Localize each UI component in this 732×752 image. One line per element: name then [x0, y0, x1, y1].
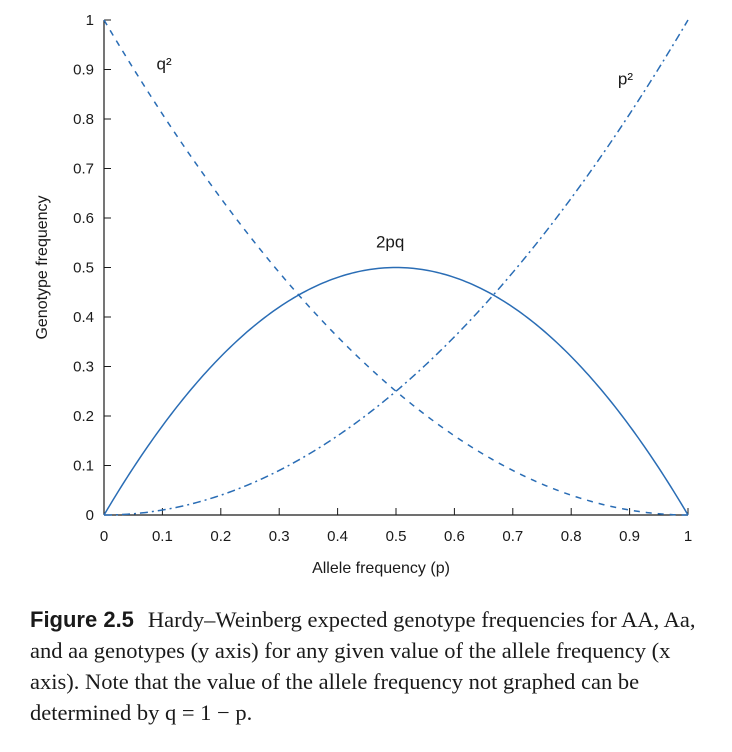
- x-tick-label: 0.5: [386, 528, 407, 545]
- caption-text: Hardy–Weinberg expected genotype frequen…: [30, 607, 696, 725]
- x-tick-label: 0.8: [561, 528, 582, 545]
- x-tick-label: 0.2: [210, 528, 231, 545]
- x-tick-label: 1: [684, 528, 692, 545]
- figure-number: Figure 2.5: [30, 607, 134, 632]
- x-tick-label: 0.9: [619, 528, 640, 545]
- y-tick-label: 0.6: [73, 210, 94, 227]
- y-axis-title: Genotype frequency: [34, 195, 51, 339]
- curve-label: q²: [157, 55, 172, 74]
- series-lines: [103, 19, 689, 516]
- curve-label: p²: [618, 69, 633, 88]
- y-tick-label: 0.7: [73, 161, 94, 178]
- series-line-p2: [103, 19, 689, 516]
- x-tick-label: 0.6: [444, 528, 465, 545]
- x-tick-label: 0.7: [502, 528, 523, 545]
- y-tick-label: 0.5: [73, 260, 94, 277]
- y-tick-label: 0.3: [73, 359, 94, 376]
- y-tick-label: 0.8: [73, 111, 94, 128]
- axes: 0 0.1 0.2 0.3 0.4 0.5 0.6 0.7 0.8 0.9 1 0 0.1 0.2 0.3 0…: [34, 12, 692, 577]
- curve-label: 2pq: [376, 233, 404, 252]
- y-tick-label: 0.4: [73, 309, 94, 326]
- x-axis-title: Allele frequency (p): [312, 560, 450, 577]
- y-tick-label: 1: [86, 12, 94, 29]
- y-tick-label: 0: [86, 507, 94, 524]
- y-tick-label: 0.2: [73, 408, 94, 425]
- figure-caption: Figure 2.5 Hardy–Weinberg expected genoty…: [30, 604, 720, 728]
- x-tick-label: 0.3: [269, 528, 290, 545]
- x-tick-label: 0: [100, 528, 108, 545]
- chart: 0 0.1 0.2 0.3 0.4 0.5 0.6 0.7 0.8 0.9 1 0 0.1 0.2 0.3 0…: [34, 12, 692, 577]
- series-line-2pq: [103, 266, 689, 516]
- y-tick-label: 0.9: [73, 62, 94, 79]
- y-tick-label: 0.1: [73, 458, 94, 475]
- x-tick-label: 0.4: [327, 528, 348, 545]
- series-line-q2: [103, 19, 689, 516]
- x-tick-label: 0.1: [152, 528, 173, 545]
- curve-labels: q² 2pq p²: [157, 55, 634, 252]
